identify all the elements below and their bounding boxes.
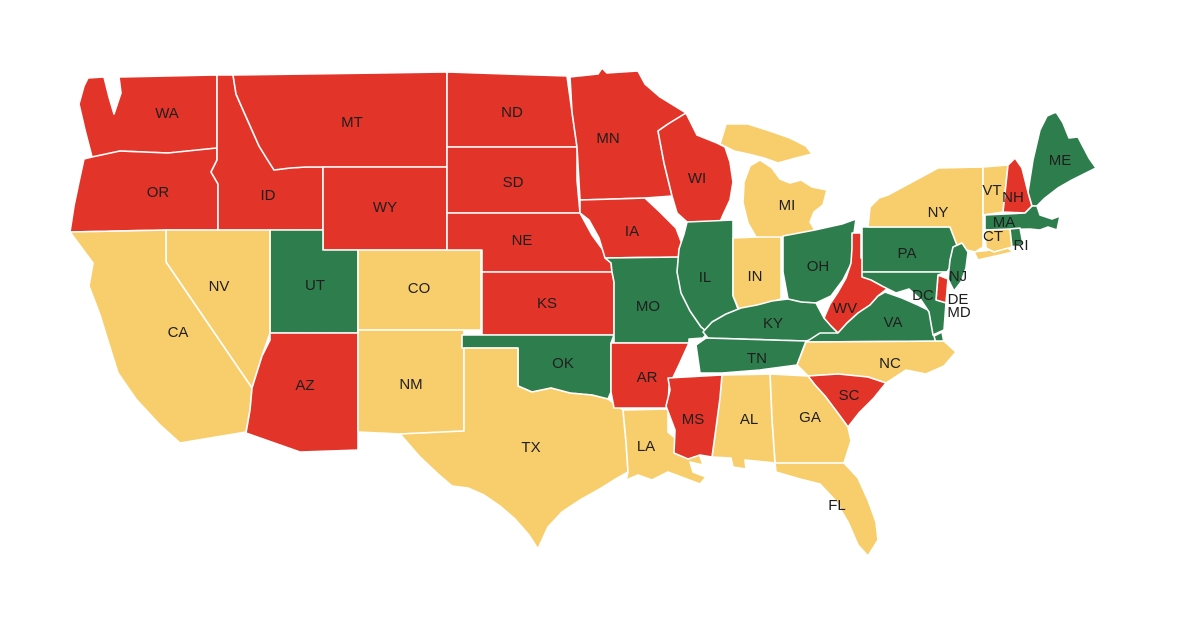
state-pa-shape[interactable] [861, 226, 959, 273]
state-shapes [69, 67, 1097, 557]
state-wa-shape[interactable] [78, 74, 218, 158]
state-mt-shape[interactable] [232, 71, 448, 171]
state-nj-shape[interactable] [947, 242, 969, 292]
state-nh-shape[interactable] [1002, 157, 1033, 214]
state-ks-shape[interactable] [481, 271, 615, 336]
state-md-shape[interactable] [861, 271, 948, 336]
state-ca-shape[interactable] [69, 229, 253, 444]
state-de-label: DE [948, 291, 969, 308]
state-or-shape[interactable] [69, 147, 219, 233]
state-mi-shape[interactable] [719, 123, 828, 238]
state-wy-shape[interactable] [322, 166, 448, 251]
state-ri-shape[interactable] [1009, 227, 1024, 248]
state-me-shape[interactable] [1027, 111, 1097, 207]
state-nm-shape[interactable] [357, 329, 465, 435]
state-sd-shape[interactable] [446, 146, 581, 214]
state-fl-shape[interactable] [774, 462, 879, 557]
state-ms-shape[interactable] [665, 374, 723, 460]
state-in-shape[interactable] [732, 235, 782, 311]
state-ma-shape[interactable] [984, 205, 1061, 231]
state-md-label: MD [947, 304, 970, 321]
state-tx-shape[interactable] [399, 347, 629, 550]
state-wi-shape[interactable] [657, 112, 734, 223]
state-co-shape[interactable] [357, 249, 482, 331]
state-nd-shape[interactable] [446, 71, 578, 148]
state-nc-shape[interactable] [796, 340, 957, 384]
state-ct-shape[interactable] [984, 228, 1013, 253]
state-tn-shape[interactable] [695, 337, 807, 374]
